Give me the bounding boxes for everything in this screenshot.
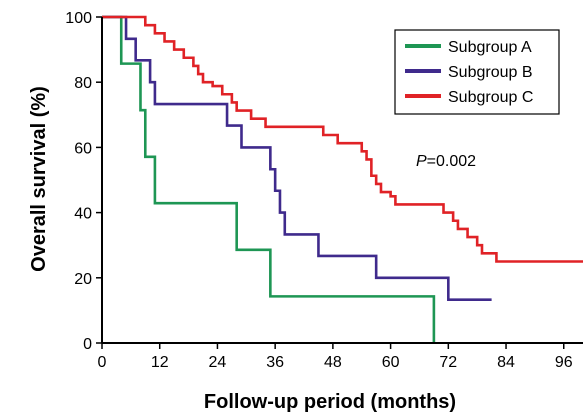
axes-layer: 0 12 24 36 48 60 72 84 96 0 20 40 60 80 100 bbox=[65, 10, 583, 371]
y-tick-label: 20 bbox=[74, 271, 92, 288]
x-axis-title: Follow-up period (months) bbox=[204, 391, 456, 413]
y-tick-label: 0 bbox=[83, 336, 92, 353]
series-line-subgroup-b bbox=[102, 15, 492, 301]
y-tick-label: 80 bbox=[74, 75, 92, 92]
y-tick-label: 40 bbox=[74, 206, 92, 223]
legend-label: Subgroup B bbox=[448, 64, 533, 81]
x-tick-label: 84 bbox=[497, 354, 515, 371]
x-tick-label: 72 bbox=[439, 354, 457, 371]
x-tick-label: 12 bbox=[151, 354, 169, 371]
x-tick-label: 48 bbox=[324, 354, 342, 371]
x-tick-label: 36 bbox=[266, 354, 284, 371]
series-line-subgroup-a bbox=[102, 15, 436, 343]
x-tick-label: 0 bbox=[98, 354, 107, 371]
series-line-subgroup-c bbox=[102, 15, 583, 263]
p-value-number: =0.002 bbox=[427, 153, 476, 170]
p-value-annotation: P=0.002 bbox=[416, 153, 476, 170]
series-layer bbox=[102, 15, 583, 343]
y-tick-label: 100 bbox=[65, 10, 92, 27]
y-axis-title: Overall survival (%) bbox=[28, 86, 50, 272]
legend-label: Subgroup C bbox=[448, 89, 533, 106]
y-tick-label: 60 bbox=[74, 140, 92, 157]
legend: Subgroup A Subgroup B Subgroup C bbox=[394, 29, 560, 115]
x-tick-label: 24 bbox=[209, 354, 227, 371]
x-tick-label: 60 bbox=[382, 354, 400, 371]
x-tick-label: 96 bbox=[555, 354, 573, 371]
legend-label: Subgroup A bbox=[448, 39, 532, 56]
p-value-italic-label: P bbox=[416, 153, 427, 170]
